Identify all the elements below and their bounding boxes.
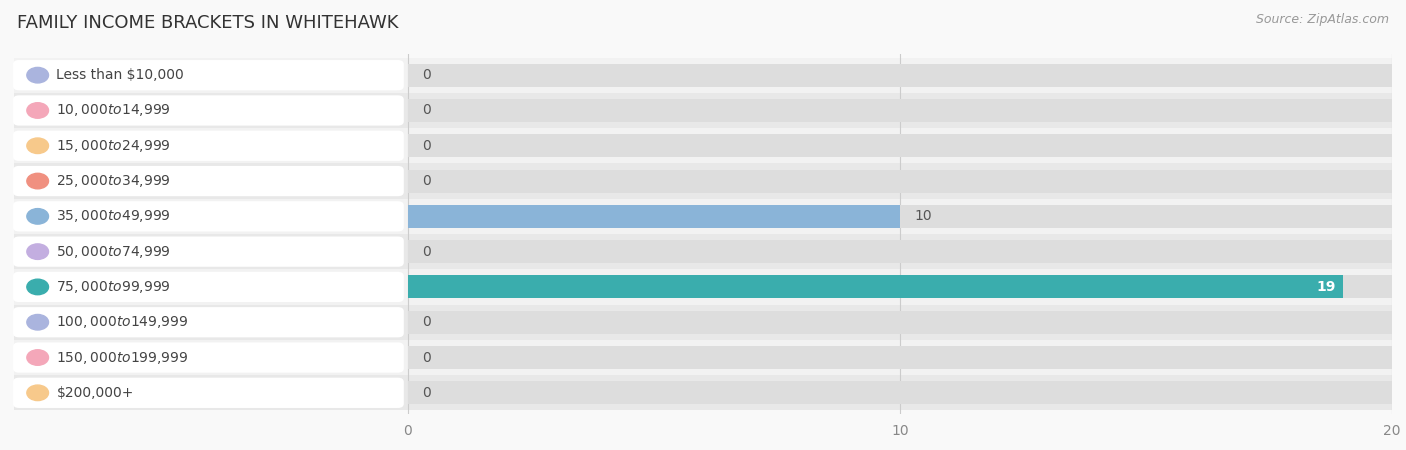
Text: $10,000 to $14,999: $10,000 to $14,999 [56, 103, 172, 118]
Bar [14, 234, 1392, 269]
Text: Less than $10,000: Less than $10,000 [56, 68, 184, 82]
Bar [408, 311, 1392, 334]
Circle shape [27, 68, 48, 83]
Bar [408, 64, 1392, 87]
Bar [408, 275, 1343, 298]
FancyBboxPatch shape [13, 307, 404, 338]
FancyBboxPatch shape [13, 60, 404, 90]
Text: 0: 0 [422, 315, 432, 329]
Circle shape [27, 103, 48, 118]
Bar [14, 375, 1392, 410]
Bar [408, 205, 1392, 228]
Bar [408, 346, 1392, 369]
Bar [408, 170, 1392, 193]
Circle shape [27, 385, 48, 400]
Text: 0: 0 [422, 386, 432, 400]
Text: $50,000 to $74,999: $50,000 to $74,999 [56, 243, 172, 260]
Text: 19: 19 [1316, 280, 1336, 294]
Circle shape [27, 173, 48, 189]
Circle shape [27, 350, 48, 365]
Bar [14, 305, 1392, 340]
FancyBboxPatch shape [13, 342, 404, 373]
Bar [14, 163, 1392, 199]
Bar [14, 128, 1392, 163]
Text: $15,000 to $24,999: $15,000 to $24,999 [56, 138, 172, 154]
FancyBboxPatch shape [13, 201, 404, 231]
Text: $25,000 to $34,999: $25,000 to $34,999 [56, 173, 172, 189]
Bar [408, 275, 1392, 298]
Text: 10: 10 [915, 209, 932, 223]
Circle shape [27, 315, 48, 330]
FancyBboxPatch shape [13, 95, 404, 126]
Circle shape [27, 138, 48, 153]
Bar [14, 199, 1392, 234]
FancyBboxPatch shape [13, 272, 404, 302]
Text: 0: 0 [422, 68, 432, 82]
Circle shape [27, 244, 48, 259]
Bar [14, 93, 1392, 128]
Text: $200,000+: $200,000+ [56, 386, 134, 400]
Bar [408, 99, 1392, 122]
Circle shape [27, 279, 48, 295]
Text: 0: 0 [422, 104, 432, 117]
Text: FAMILY INCOME BRACKETS IN WHITEHAWK: FAMILY INCOME BRACKETS IN WHITEHAWK [17, 14, 398, 32]
Text: $150,000 to $199,999: $150,000 to $199,999 [56, 350, 188, 365]
Circle shape [27, 209, 48, 224]
FancyBboxPatch shape [13, 237, 404, 267]
Text: $75,000 to $99,999: $75,000 to $99,999 [56, 279, 172, 295]
Bar [14, 340, 1392, 375]
Text: 0: 0 [422, 351, 432, 364]
Text: $35,000 to $49,999: $35,000 to $49,999 [56, 208, 172, 225]
Bar [14, 269, 1392, 305]
FancyBboxPatch shape [13, 378, 404, 408]
Text: 0: 0 [422, 174, 432, 188]
Bar [408, 381, 1392, 404]
Bar [408, 205, 900, 228]
Text: $100,000 to $149,999: $100,000 to $149,999 [56, 314, 188, 330]
Text: 0: 0 [422, 245, 432, 259]
Bar [14, 58, 1392, 93]
Text: Source: ZipAtlas.com: Source: ZipAtlas.com [1256, 14, 1389, 27]
Bar [408, 134, 1392, 157]
FancyBboxPatch shape [13, 130, 404, 161]
Text: 0: 0 [422, 139, 432, 153]
FancyBboxPatch shape [13, 166, 404, 196]
Bar [408, 240, 1392, 263]
